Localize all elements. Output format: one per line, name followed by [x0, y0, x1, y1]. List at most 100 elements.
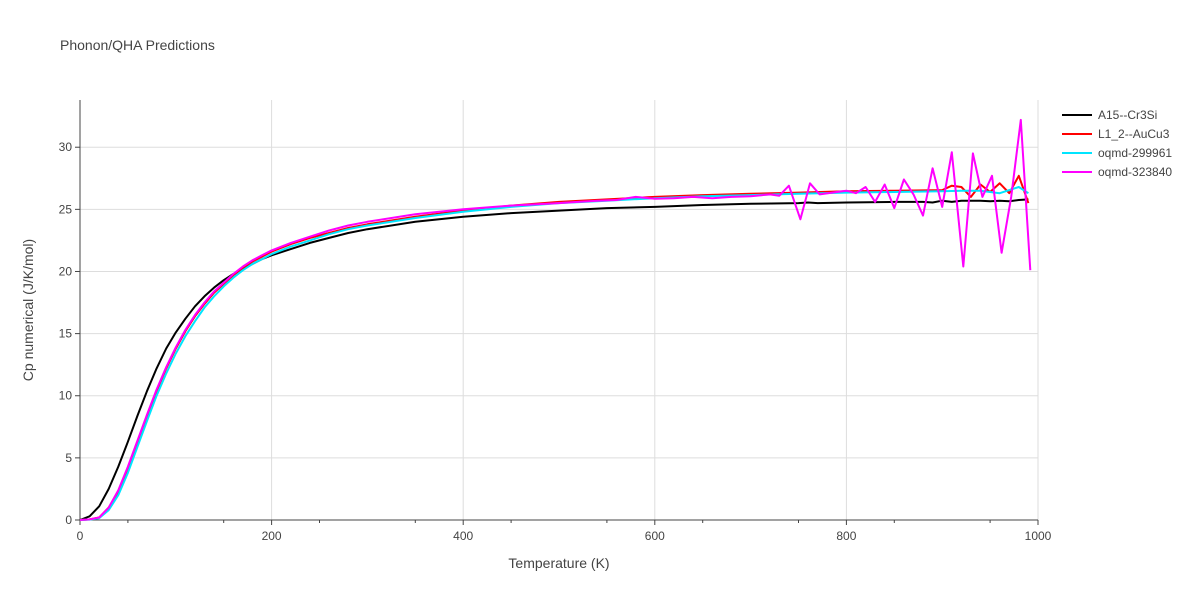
data-point-oqmd-323840[interactable] — [1020, 119, 1022, 121]
data-point-oqmd-323840[interactable] — [558, 202, 560, 204]
data-point-oqmd-299961[interactable] — [232, 277, 234, 279]
data-point-oqmd-323840[interactable] — [951, 151, 953, 153]
data-point-oqmd-299961[interactable] — [194, 320, 196, 322]
data-point-oqmd-323840[interactable] — [242, 266, 244, 268]
data-point-oqmd-323840[interactable] — [769, 193, 771, 195]
data-point-oqmd-299961[interactable] — [175, 353, 177, 355]
data-point-oqmd-323840[interactable] — [213, 290, 215, 292]
data-point-oqmd-323840[interactable] — [819, 193, 821, 195]
data-point-oqmd-323840[interactable] — [778, 195, 780, 197]
data-point-oqmd-299961[interactable] — [328, 233, 330, 235]
data-point-A15--Cr3Si[interactable] — [127, 441, 129, 443]
data-point-oqmd-323840[interactable] — [836, 191, 838, 193]
data-point-oqmd-323840[interactable] — [347, 225, 349, 227]
data-point-L1_2--AuCu3[interactable] — [960, 186, 962, 188]
data-point-A15--Cr3Si[interactable] — [213, 287, 215, 289]
data-point-oqmd-323840[interactable] — [137, 440, 139, 442]
data-point-oqmd-323840[interactable] — [261, 254, 263, 256]
data-point-oqmd-323840[interactable] — [654, 198, 656, 200]
data-point-oqmd-299961[interactable] — [309, 239, 311, 241]
data-point-A15--Cr3Si[interactable] — [165, 348, 167, 350]
data-point-oqmd-299961[interactable] — [462, 211, 464, 213]
data-point-A15--Cr3Si[interactable] — [366, 228, 368, 230]
data-point-A15--Cr3Si[interactable] — [89, 515, 91, 517]
data-point-L1_2--AuCu3[interactable] — [1018, 175, 1020, 177]
legend-item-L1_2--AuCu3[interactable]: L1_2--AuCu3 — [1062, 127, 1170, 141]
data-point-oqmd-299961[interactable] — [251, 263, 253, 265]
data-point-oqmd-323840[interactable] — [865, 186, 867, 188]
data-point-oqmd-323840[interactable] — [922, 215, 924, 217]
data-point-A15--Cr3Si[interactable] — [999, 200, 1001, 202]
data-point-oqmd-299961[interactable] — [960, 190, 962, 192]
data-point-oqmd-323840[interactable] — [913, 193, 915, 195]
data-point-oqmd-323840[interactable] — [251, 259, 253, 261]
data-point-oqmd-323840[interactable] — [596, 200, 598, 202]
data-point-oqmd-323840[interactable] — [290, 242, 292, 244]
data-point-oqmd-323840[interactable] — [941, 206, 943, 208]
data-point-A15--Cr3Si[interactable] — [1018, 199, 1020, 201]
data-point-A15--Cr3Si[interactable] — [750, 203, 752, 205]
data-point-A15--Cr3Si[interactable] — [654, 206, 656, 208]
data-point-oqmd-299961[interactable] — [223, 285, 225, 287]
data-point-oqmd-299961[interactable] — [156, 395, 158, 397]
data-point-oqmd-323840[interactable] — [981, 196, 983, 198]
data-point-oqmd-323840[interactable] — [366, 221, 368, 223]
data-point-oqmd-323840[interactable] — [874, 201, 876, 203]
data-point-A15--Cr3Si[interactable] — [702, 204, 704, 206]
data-point-oqmd-323840[interactable] — [809, 182, 811, 184]
data-point-oqmd-323840[interactable] — [788, 185, 790, 187]
data-point-A15--Cr3Si[interactable] — [117, 466, 119, 468]
data-point-L1_2--AuCu3[interactable] — [1008, 192, 1010, 194]
data-point-oqmd-299961[interactable] — [117, 494, 119, 496]
data-point-A15--Cr3Si[interactable] — [204, 295, 206, 297]
data-point-oqmd-299961[interactable] — [893, 191, 895, 193]
data-point-oqmd-299961[interactable] — [242, 269, 244, 271]
data-point-oqmd-323840[interactable] — [146, 413, 148, 415]
data-point-A15--Cr3Si[interactable] — [146, 390, 148, 392]
data-point-oqmd-323840[interactable] — [184, 329, 186, 331]
data-point-A15--Cr3Si[interactable] — [845, 202, 847, 204]
data-point-A15--Cr3Si[interactable] — [989, 200, 991, 202]
data-point-oqmd-323840[interactable] — [89, 518, 91, 520]
data-point-A15--Cr3Si[interactable] — [328, 237, 330, 239]
data-point-oqmd-323840[interactable] — [309, 236, 311, 238]
data-point-A15--Cr3Si[interactable] — [558, 210, 560, 212]
series-line-oqmd-323840[interactable] — [79, 118, 1032, 521]
data-point-oqmd-299961[interactable] — [204, 307, 206, 309]
data-point-oqmd-299961[interactable] — [271, 253, 273, 255]
data-point-oqmd-299961[interactable] — [261, 258, 263, 260]
data-point-A15--Cr3Si[interactable] — [893, 201, 895, 203]
data-point-A15--Cr3Si[interactable] — [347, 232, 349, 234]
data-point-oqmd-323840[interactable] — [750, 195, 752, 197]
data-point-oqmd-299961[interactable] — [1018, 186, 1020, 188]
data-point-A15--Cr3Si[interactable] — [807, 202, 809, 204]
data-point-oqmd-323840[interactable] — [1029, 269, 1031, 271]
data-point-A15--Cr3Si[interactable] — [194, 305, 196, 307]
data-point-oqmd-323840[interactable] — [673, 197, 675, 199]
data-point-oqmd-323840[interactable] — [972, 152, 974, 154]
data-point-A15--Cr3Si[interactable] — [156, 367, 158, 369]
data-point-oqmd-323840[interactable] — [991, 175, 993, 177]
data-point-A15--Cr3Si[interactable] — [798, 202, 800, 204]
data-point-oqmd-323840[interactable] — [711, 197, 713, 199]
data-point-oqmd-323840[interactable] — [845, 190, 847, 192]
data-point-A15--Cr3Si[interactable] — [922, 201, 924, 203]
data-point-oqmd-323840[interactable] — [223, 282, 225, 284]
data-point-oqmd-323840[interactable] — [462, 208, 464, 210]
data-point-A15--Cr3Si[interactable] — [510, 212, 512, 214]
data-point-A15--Cr3Si[interactable] — [108, 488, 110, 490]
data-point-oqmd-323840[interactable] — [194, 314, 196, 316]
legend[interactable]: A15--Cr3Si L1_2--AuCu3 oqmd-299961 oqmd-323… — [1062, 108, 1172, 179]
series-line-oqmd-299961[interactable] — [79, 186, 1029, 521]
data-point-A15--Cr3Si[interactable] — [175, 331, 177, 333]
data-point-oqmd-299961[interactable] — [414, 217, 416, 219]
data-point-oqmd-323840[interactable] — [577, 201, 579, 203]
data-point-oqmd-323840[interactable] — [328, 230, 330, 232]
data-point-A15--Cr3Si[interactable] — [606, 207, 608, 209]
data-point-oqmd-323840[interactable] — [962, 266, 964, 268]
legend-item-A15--Cr3Si[interactable]: A15--Cr3Si — [1062, 108, 1157, 122]
data-point-A15--Cr3Si[interactable] — [951, 201, 953, 203]
data-point-oqmd-323840[interactable] — [799, 218, 801, 220]
data-point-oqmd-323840[interactable] — [175, 346, 177, 348]
data-point-A15--Cr3Si[interactable] — [290, 248, 292, 250]
